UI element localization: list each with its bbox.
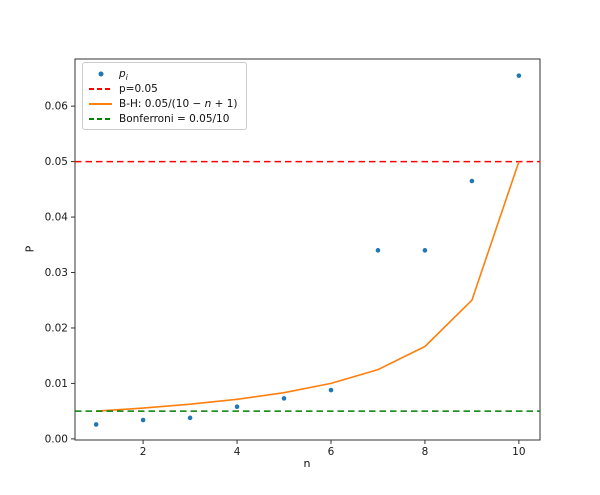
scatter-point	[93, 422, 99, 427]
x-tick-label: 10	[512, 446, 525, 458]
scatter-point	[469, 178, 475, 184]
scatter-point	[281, 396, 287, 401]
legend-label-bonferroni: Bonferroni = 0.05/10	[119, 112, 230, 125]
legend-label-pi-sub: i	[125, 72, 128, 82]
legend-item-bonferroni: Bonferroni = 0.05/10	[89, 112, 238, 125]
x-axis-label: n	[303, 457, 311, 470]
legend-label-pi-main: p	[119, 67, 126, 80]
legend-item-p005: p=0.05	[89, 82, 238, 95]
bh-threshold-line	[96, 161, 520, 412]
legend-marker-pi	[89, 69, 112, 79]
plot-frame	[74, 58, 541, 441]
x-tick-label: 8	[422, 446, 429, 458]
y-tick-label: 0.04	[45, 212, 69, 224]
legend-label-bh-pre: B-H: 0.05/(10 −	[119, 97, 205, 110]
y-tick-label: 0.06	[45, 101, 69, 113]
y-tick-label: 0.03	[45, 267, 68, 279]
legend-line-p005	[89, 87, 112, 90]
y-tick-label: 0.05	[45, 156, 68, 168]
y-tick-label: 0.01	[45, 378, 68, 390]
y-tick-label: 0.00	[45, 433, 68, 445]
scatter-point	[140, 417, 146, 423]
x-tick-label: 2	[140, 446, 147, 458]
legend: pi p=0.05 B-H: 0.05/(10 − n + 1) Bonferr…	[82, 62, 247, 130]
scatter-point	[328, 387, 334, 393]
scatter-point	[422, 248, 428, 253]
y-axis-label: P	[23, 245, 37, 253]
legend-item-bh: B-H: 0.05/(10 − n + 1)	[89, 97, 238, 110]
scatter-point	[375, 248, 381, 253]
legend-label-pi: pi	[119, 67, 128, 82]
scatter-marker-icon	[98, 71, 103, 76]
legend-line-bh	[89, 102, 112, 105]
x-tick-label: 6	[328, 446, 335, 458]
legend-label-bh-var: n	[204, 97, 212, 110]
y-tick-label: 0.02	[45, 322, 68, 334]
scatter-point	[234, 404, 240, 410]
legend-line-bonferroni	[89, 117, 112, 120]
legend-item-pi: pi	[89, 67, 238, 82]
legend-label-p005: p=0.05	[119, 82, 158, 95]
scatter-point	[187, 415, 193, 421]
scatter-point	[516, 73, 522, 78]
x-tick-label: 4	[234, 446, 241, 458]
legend-label-bh-post: + 1)	[211, 97, 238, 110]
legend-label-bh: B-H: 0.05/(10 − n + 1)	[119, 98, 238, 110]
